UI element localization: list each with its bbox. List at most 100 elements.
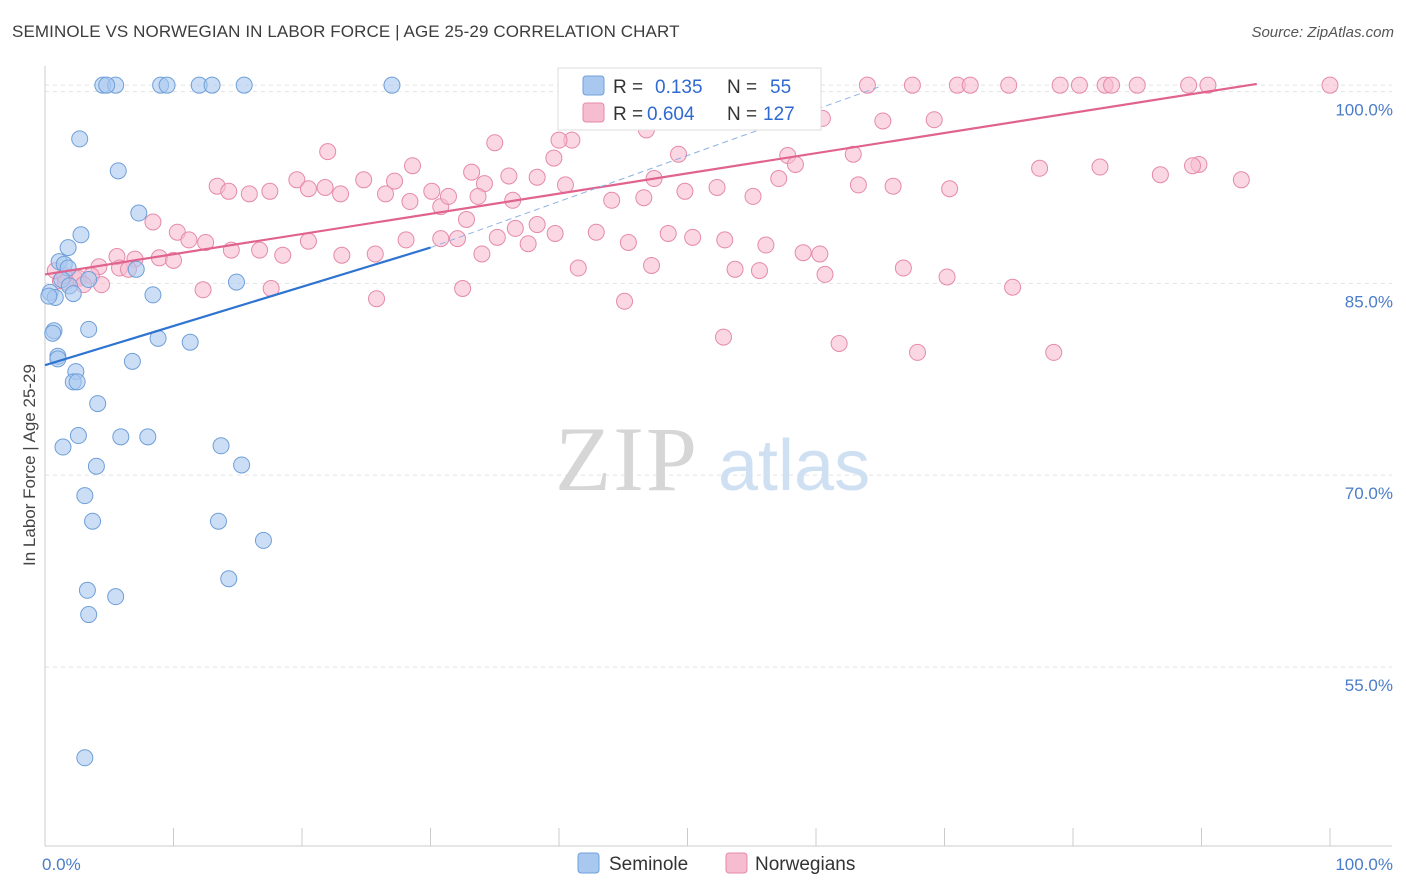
seminole-point xyxy=(235,76,253,94)
norwegian-point xyxy=(770,170,788,188)
norwegian-point xyxy=(144,213,162,231)
norwegian-point xyxy=(1151,166,1169,184)
norwegian-point xyxy=(909,343,927,361)
y-tick-label: 85.0% xyxy=(1345,292,1393,311)
seminole-point xyxy=(68,373,86,391)
seminole-point xyxy=(40,287,58,305)
norwegian-point xyxy=(299,232,317,250)
norwegian-point xyxy=(194,281,212,299)
tick-labels: 55.0% 70.0% 85.0% 100.0% 0.0% 100.0% xyxy=(42,101,1393,874)
norwegian-point xyxy=(794,244,812,262)
norwegian-point xyxy=(377,185,395,203)
seminole-point xyxy=(98,76,116,94)
norwegian-point xyxy=(528,216,546,234)
chart-source: Source: ZipAtlas.com xyxy=(1251,24,1394,41)
norwegian-point xyxy=(635,189,653,207)
norwegian-point xyxy=(473,245,491,263)
seminole-point xyxy=(59,239,77,257)
norwegian-point xyxy=(488,228,506,246)
trend-lines xyxy=(44,82,1257,367)
norwegian-point xyxy=(316,178,334,196)
norwegian-point xyxy=(368,290,386,308)
seminole-point xyxy=(76,487,94,505)
norwegian-point xyxy=(874,112,892,130)
legend-r-label-norwegians: R = xyxy=(613,104,643,125)
norwegian-point xyxy=(197,233,215,251)
y-tick-label: 70.0% xyxy=(1345,484,1393,503)
legend-box: R = 0.135 N = 55 R = 0.604 N = 127 xyxy=(557,67,822,131)
seminole-point xyxy=(181,333,199,351)
seminole-point xyxy=(158,76,176,94)
seminole-point xyxy=(144,286,162,304)
y-tick-label: 100.0% xyxy=(1335,101,1393,120)
seminole-point xyxy=(123,352,141,370)
norwegian-point xyxy=(556,176,574,194)
seminole-point xyxy=(130,204,148,222)
norwegian-point xyxy=(676,182,694,200)
norwegian-point xyxy=(670,145,688,163)
norwegian-point xyxy=(220,182,238,200)
seminole-point xyxy=(87,457,105,475)
norwegian-point xyxy=(786,155,804,173)
bottom-legend: Seminole Norwegians xyxy=(577,852,855,875)
seminole-point xyxy=(383,76,401,94)
norwegian-point xyxy=(332,185,350,203)
seminole-point xyxy=(72,226,90,244)
norwegian-point xyxy=(1031,159,1049,177)
norwegian-point xyxy=(299,180,317,198)
seminole-point xyxy=(109,162,127,180)
norwegian-point xyxy=(319,143,337,161)
y-axis-label: In Labor Force | Age 25-29 xyxy=(20,364,39,566)
norwegian-point xyxy=(1180,76,1198,94)
norwegian-point xyxy=(165,251,182,269)
seminole-point xyxy=(84,512,102,530)
norwegian-point xyxy=(401,193,419,211)
norwegian-point xyxy=(404,157,422,175)
norwegian-point xyxy=(816,265,834,283)
legend-n-label-seminole: N = xyxy=(727,77,757,98)
norwegian-point xyxy=(550,131,568,149)
seminole-point xyxy=(112,428,130,446)
norwegian-point xyxy=(830,334,848,352)
seminole-point xyxy=(76,749,94,767)
seminole-point xyxy=(71,130,89,148)
seminole-point xyxy=(203,76,221,94)
norwegian-point xyxy=(545,149,563,167)
norwegian-point xyxy=(659,225,677,243)
norwegian-point xyxy=(1091,158,1109,176)
legend-n-value-seminole: 55 xyxy=(770,77,791,98)
legend-swatch-norwegians xyxy=(582,102,605,123)
norwegian-point xyxy=(757,236,775,254)
legend-r-label-seminole: R = xyxy=(613,77,643,98)
norwegian-point xyxy=(1004,278,1022,296)
norwegian-point xyxy=(1199,76,1217,94)
legend-r-value-norwegians: 0.604 xyxy=(647,104,695,125)
seminole-point xyxy=(54,438,72,456)
seminole-point xyxy=(69,427,87,445)
norwegian-point xyxy=(894,259,912,277)
norwegian-point xyxy=(1103,76,1121,94)
norwegian-point xyxy=(750,262,768,280)
norwegian-point xyxy=(386,172,404,190)
axes xyxy=(44,66,1392,847)
norwegian-point xyxy=(849,176,867,194)
norwegian-point xyxy=(726,260,744,278)
norwegian-point xyxy=(469,187,487,205)
norwegian-point xyxy=(587,223,605,241)
norwegian-point xyxy=(355,171,373,189)
norwegian-point xyxy=(811,245,829,263)
norwegian-point xyxy=(1070,76,1088,94)
norwegian-point xyxy=(463,163,481,181)
norwegian-point xyxy=(1184,157,1202,175)
norwegian-point xyxy=(500,167,518,185)
norwegian-point xyxy=(546,225,564,243)
seminole-point xyxy=(254,531,272,549)
norwegian-point xyxy=(1128,76,1146,94)
watermark: ZIP atlas xyxy=(555,408,870,510)
chart-title: SEMINOLE VS NORWEGIAN IN LABOR FORCE | A… xyxy=(12,22,680,41)
seminole-point xyxy=(212,437,230,455)
norwegian-point xyxy=(397,231,415,249)
norwegian-point xyxy=(903,76,921,94)
norwegian-point xyxy=(333,246,351,264)
norwegian-point xyxy=(716,231,734,249)
